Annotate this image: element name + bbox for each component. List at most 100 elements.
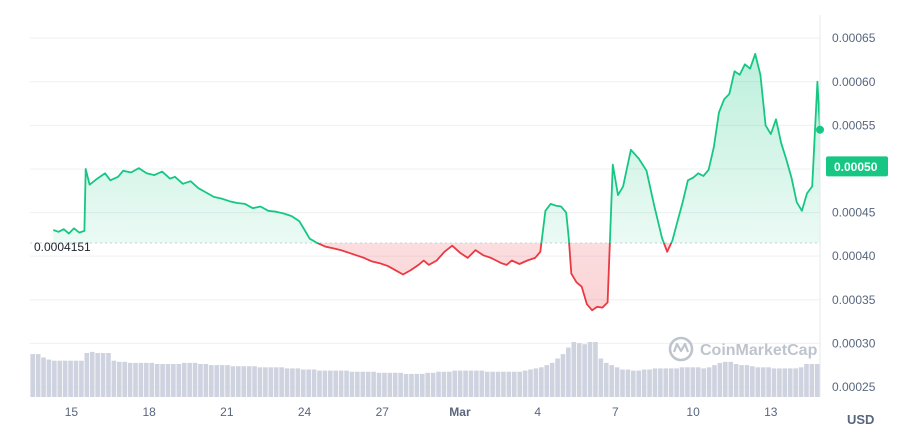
volume-bar (479, 370, 485, 397)
volume-bar (89, 351, 95, 397)
volume-bar (717, 362, 723, 397)
volume-bar (712, 365, 717, 397)
volume-bar (355, 371, 360, 397)
volume-bar (555, 358, 560, 397)
volume-bar (533, 368, 539, 397)
volume-bar (539, 367, 544, 397)
volume-bar (495, 371, 501, 397)
volume-bar (641, 369, 647, 397)
volume-bar (739, 365, 744, 397)
volume-bar (268, 367, 274, 397)
baseline-label: 0.0004151 (34, 240, 91, 254)
volume-bar (587, 342, 593, 397)
x-tick-label: 7 (612, 405, 619, 419)
volume-bar (273, 367, 279, 397)
volume-bar (679, 367, 685, 397)
volume-bar (571, 342, 577, 397)
volume-bar (100, 353, 106, 397)
volume-bar (474, 370, 479, 397)
volume-bar (690, 367, 696, 397)
volume-bar (392, 372, 398, 397)
x-tick-label: 10 (686, 405, 700, 419)
volume-bar (30, 354, 36, 397)
x-axis-ticks: 15 18 21 24 27 Mar 4 7 10 13 (65, 405, 778, 419)
volume-bar (338, 370, 344, 397)
volume-bar (701, 368, 706, 397)
current-price-badge (826, 156, 888, 177)
volume-bar (300, 369, 306, 397)
volume-bar (73, 360, 79, 397)
volume-bar (447, 371, 452, 397)
volume-bar (463, 370, 468, 397)
volume-bar (328, 370, 333, 397)
volume-bar (68, 360, 73, 397)
volume-bar (809, 364, 815, 397)
price-area (53, 53, 820, 311)
volume-bar (230, 366, 236, 397)
volume-bar (685, 367, 690, 397)
volume-bar (149, 362, 155, 397)
volume-bar (349, 371, 355, 397)
volume-bar (733, 364, 739, 397)
volume-bar (344, 370, 349, 397)
volume-bar (414, 373, 420, 397)
y-tick-label: 0.00065 (832, 31, 876, 45)
volume-bar (501, 371, 506, 397)
volume-bar (295, 368, 301, 397)
volume-bar (360, 371, 366, 397)
watermark-text: CoinMarketCap (700, 342, 818, 359)
y-tick-label: 0.00045 (832, 206, 876, 220)
current-price-label: 0.00050 (834, 160, 878, 174)
volume-bar (755, 367, 761, 397)
volume-bar (111, 360, 117, 397)
volume-bar (452, 370, 458, 397)
area-fill-down (317, 243, 672, 311)
volume-bar (636, 370, 642, 397)
volume-bar (419, 373, 425, 397)
y-axis-ticks: 0.00065 0.00060 0.00055 0.00050 0.00045 0.000… (832, 31, 876, 394)
volume-bar (782, 368, 788, 397)
volume-bar (706, 367, 712, 397)
volume-bar (122, 361, 127, 397)
x-tick-label: Mar (449, 405, 471, 419)
volume-bar (127, 362, 133, 397)
volume-bar (549, 362, 555, 397)
volume-bar (663, 368, 669, 397)
volume-bar (284, 368, 290, 397)
volume-bar (544, 365, 550, 397)
volume-bar (398, 372, 403, 397)
volume-bar (246, 366, 252, 397)
volume-bar (771, 368, 777, 397)
volume-bar (511, 371, 517, 397)
volume-bar (165, 364, 171, 397)
volume-bar (582, 344, 587, 397)
volume-bar (528, 369, 533, 397)
volume-bar (252, 366, 257, 397)
current-price-dot (816, 125, 824, 134)
volume-bar (603, 362, 609, 397)
area-fill-up (53, 53, 820, 244)
volume-bar (506, 371, 512, 397)
volume-bar (576, 343, 582, 397)
volume-bar (441, 371, 447, 397)
volume-bar (457, 370, 463, 397)
volume-bar (208, 365, 214, 397)
volume-bar (365, 371, 371, 397)
volume-bar (57, 360, 63, 397)
price-badge: 0.00050 (826, 156, 888, 177)
y-tick-label: 0.00035 (832, 293, 876, 307)
price-lines (53, 53, 821, 312)
volume-bar (116, 361, 122, 397)
volume-bar (409, 373, 414, 397)
volume-bar (138, 362, 144, 397)
volume-bar (154, 364, 160, 397)
volume-bar (382, 372, 387, 397)
volume-bar (35, 354, 41, 397)
volume-bar (198, 364, 203, 397)
volume-bar (144, 362, 149, 397)
watermark: CoinMarketCap (668, 336, 818, 362)
volume-bar (106, 353, 111, 397)
y-tick-label: 0.00025 (832, 380, 876, 394)
volume-bar (403, 373, 409, 397)
